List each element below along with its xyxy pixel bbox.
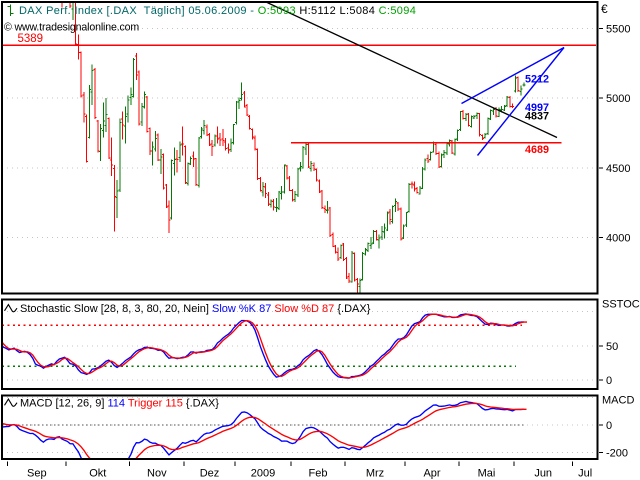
svg-text:5389: 5389: [18, 33, 44, 45]
svg-text:DAX Perf. Index [.DAX Täglich: DAX Perf. Index [.DAX Täglich] 05.06.200…: [19, 5, 416, 17]
svg-text:2009: 2009: [251, 468, 275, 480]
svg-text:Stochastic Slow [28, 8, 3, 80,: Stochastic Slow [28, 8, 3, 80, 20, Nein]…: [20, 303, 371, 315]
svg-text:50: 50: [606, 341, 618, 353]
svg-text:© www.tradesignalonline.com: © www.tradesignalonline.com: [4, 22, 139, 34]
svg-text:4689: 4689: [525, 144, 549, 156]
svg-text:Dez: Dez: [200, 468, 220, 480]
svg-text:MACD [12, 26, 9] 114 Trigger 1: MACD [12, 26, 9] 114 Trigger 115 {.DAX}: [20, 398, 219, 410]
svg-text:Mai: Mai: [478, 468, 496, 480]
svg-text:Jun: Jun: [534, 468, 552, 480]
svg-text:Sep: Sep: [27, 468, 47, 480]
svg-text:0: 0: [606, 420, 612, 432]
svg-text:5500: 5500: [606, 23, 630, 35]
svg-text:4997: 4997: [525, 102, 549, 114]
svg-text:Feb: Feb: [309, 468, 328, 480]
svg-text:5212: 5212: [525, 74, 549, 86]
svg-text:4837: 4837: [525, 111, 549, 123]
svg-text:SSTOCH: SSTOCH: [602, 299, 640, 311]
svg-text:Okt: Okt: [89, 468, 106, 480]
svg-text:Apr: Apr: [423, 468, 440, 480]
svg-text:€: €: [601, 2, 608, 16]
svg-text:5000: 5000: [606, 93, 630, 105]
svg-text:4500: 4500: [606, 163, 630, 175]
svg-text:4000: 4000: [606, 233, 630, 245]
svg-text:Jul: Jul: [578, 468, 592, 480]
svg-text:Mrz: Mrz: [366, 468, 384, 480]
svg-text:-200: -200: [606, 447, 628, 459]
svg-text:0: 0: [606, 375, 612, 387]
svg-text:Nov: Nov: [147, 468, 167, 480]
svg-text:MACD: MACD: [602, 395, 634, 407]
